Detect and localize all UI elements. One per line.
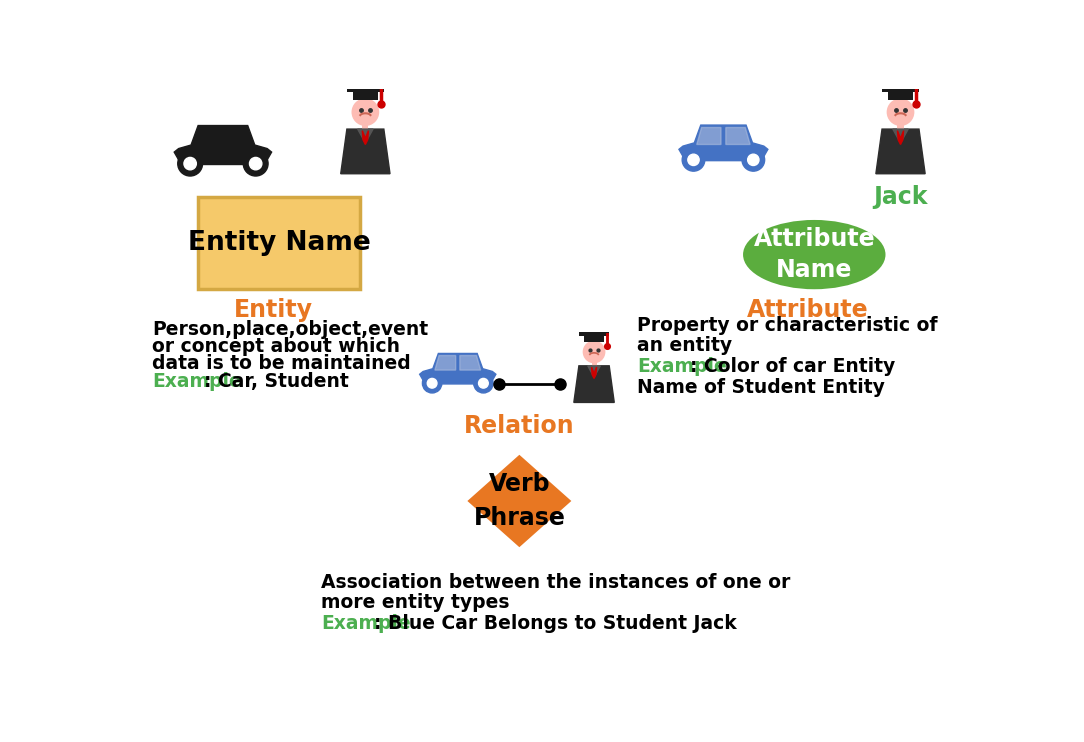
Polygon shape xyxy=(898,131,904,145)
Circle shape xyxy=(474,373,493,393)
Circle shape xyxy=(583,341,606,364)
FancyBboxPatch shape xyxy=(579,332,609,335)
Circle shape xyxy=(427,378,437,388)
Polygon shape xyxy=(893,129,908,143)
Text: Relation: Relation xyxy=(464,414,575,438)
Polygon shape xyxy=(340,129,390,174)
Polygon shape xyxy=(467,455,571,547)
Polygon shape xyxy=(460,355,480,370)
Polygon shape xyxy=(876,129,925,174)
Text: Person,place,object,event: Person,place,object,event xyxy=(152,320,428,339)
Text: : Car, Student: : Car, Student xyxy=(205,372,349,390)
Polygon shape xyxy=(592,367,596,378)
FancyBboxPatch shape xyxy=(882,88,919,92)
Circle shape xyxy=(748,154,759,165)
Text: : Color of car Entity: : Color of car Entity xyxy=(689,357,894,376)
Polygon shape xyxy=(420,353,495,384)
Text: Example: Example xyxy=(322,614,411,633)
Polygon shape xyxy=(435,355,455,370)
Circle shape xyxy=(688,154,699,165)
Circle shape xyxy=(423,373,442,393)
Text: Jack: Jack xyxy=(874,186,928,209)
Circle shape xyxy=(249,157,262,170)
Text: Entity: Entity xyxy=(233,298,312,323)
Circle shape xyxy=(478,378,488,388)
Text: Association between the instances of one or: Association between the instances of one… xyxy=(322,573,791,591)
FancyBboxPatch shape xyxy=(198,197,360,289)
Text: Property or characteristic of: Property or characteristic of xyxy=(637,316,938,335)
FancyBboxPatch shape xyxy=(347,88,384,92)
Text: Example: Example xyxy=(637,357,727,376)
Ellipse shape xyxy=(743,220,886,289)
Text: an entity: an entity xyxy=(637,336,733,355)
Polygon shape xyxy=(679,125,767,161)
Polygon shape xyxy=(573,366,615,402)
Text: Name of Student Entity: Name of Student Entity xyxy=(637,378,885,397)
Text: Example: Example xyxy=(152,372,242,390)
Circle shape xyxy=(682,148,705,171)
Circle shape xyxy=(351,98,379,126)
Circle shape xyxy=(184,157,196,170)
Polygon shape xyxy=(726,128,750,145)
FancyBboxPatch shape xyxy=(898,125,904,129)
Polygon shape xyxy=(175,125,272,165)
Text: or concept about which: or concept about which xyxy=(152,337,400,356)
Text: Verb
Phrase: Verb Phrase xyxy=(474,472,565,530)
FancyBboxPatch shape xyxy=(592,362,596,366)
Polygon shape xyxy=(362,131,369,145)
Text: data is to be maintained: data is to be maintained xyxy=(152,354,411,373)
Text: : Blue Car Belongs to Student Jack: : Blue Car Belongs to Student Jack xyxy=(374,614,737,633)
Polygon shape xyxy=(588,366,601,377)
FancyBboxPatch shape xyxy=(888,92,913,100)
Circle shape xyxy=(178,151,203,176)
Text: more entity types: more entity types xyxy=(322,593,509,611)
Text: Attribute: Attribute xyxy=(747,298,869,323)
Circle shape xyxy=(743,148,764,171)
Text: Entity Name: Entity Name xyxy=(188,230,371,256)
Polygon shape xyxy=(697,128,721,145)
FancyBboxPatch shape xyxy=(362,125,369,129)
FancyBboxPatch shape xyxy=(584,335,604,342)
Circle shape xyxy=(887,98,915,126)
Text: Attribute
Name: Attribute Name xyxy=(753,227,875,283)
Circle shape xyxy=(243,151,268,176)
Polygon shape xyxy=(358,129,373,143)
FancyBboxPatch shape xyxy=(353,92,377,100)
